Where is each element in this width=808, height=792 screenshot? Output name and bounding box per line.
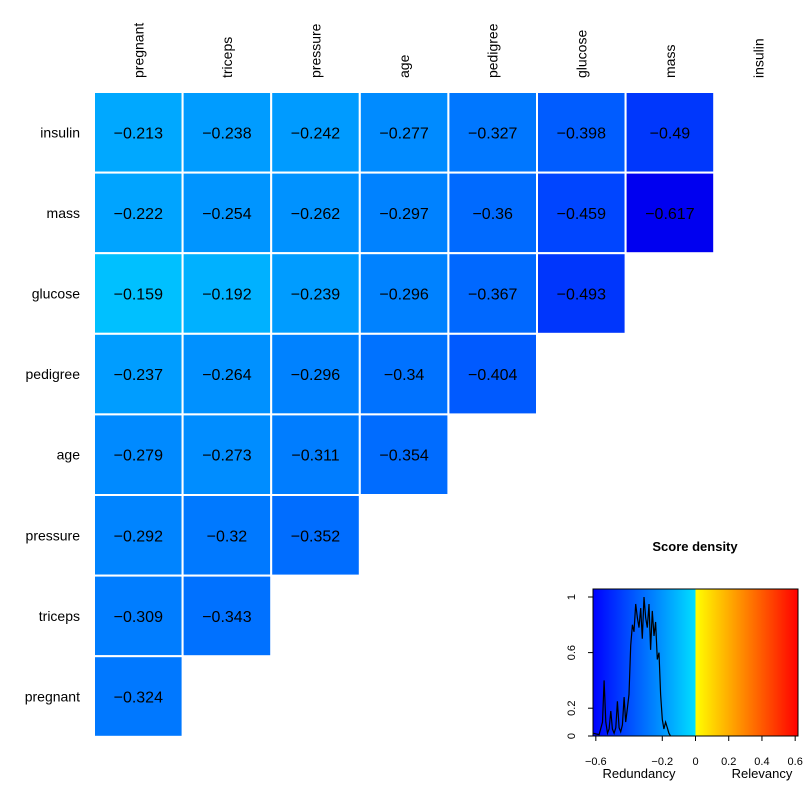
heatmap-cell-glucose-pedigree [447, 252, 538, 335]
row-label-age: age [57, 447, 81, 463]
heatmap-cell-triceps-triceps [181, 574, 273, 658]
legend-x-tick-label: −0.2 [651, 756, 673, 768]
cell-value-label: −0.242 [291, 125, 340, 142]
cell-value-label: −0.343 [202, 609, 251, 626]
heatmap-cell-mass-pregnant [93, 171, 184, 255]
heatmap-cell-insulin-pregnant [93, 91, 184, 174]
cell-value-label: −0.311 [291, 448, 339, 465]
cell-value-label: −0.49 [650, 125, 691, 142]
legend-x-tick-label: 0.2 [721, 756, 736, 768]
legend-x-label-relevancy: Relevancy [732, 766, 793, 781]
heatmap-cell-insulin-pedigree [447, 91, 538, 174]
heatmap-cell-age-triceps [181, 413, 273, 496]
legend-title: Score density [652, 539, 738, 554]
heatmap-cell-mass-glucose [536, 171, 627, 255]
cell-value-label: −0.237 [114, 367, 163, 384]
heatmap-cells: −0.213 −0.238 −0.242 −0.277 −0.327 −0.398 −0.4… [93, 91, 716, 738]
row-label-insulin: insulin [40, 124, 80, 140]
cell-value-label: −0.404 [468, 367, 517, 384]
row-label-glucose: glucose [32, 286, 80, 302]
heatmap-cell-pedigree-pedigree [447, 332, 538, 416]
heatmap-cell-pressure-pressure [270, 494, 361, 577]
row-label-triceps: triceps [39, 608, 80, 624]
column-label-glucose: glucose [573, 30, 589, 78]
column-label-triceps: triceps [219, 37, 235, 78]
cell-value-label: −0.264 [202, 367, 251, 384]
row-label-pedigree: pedigree [26, 366, 81, 382]
legend-x-label-redundancy: Redundancy [603, 766, 676, 781]
cell-value-label: −0.352 [291, 528, 340, 545]
heatmap-cell-pedigree-triceps [181, 332, 273, 416]
legend-x-tick-label: −0.6 [585, 756, 607, 768]
column-label-pressure: pressure [308, 23, 324, 78]
legend-x-ticks: −0.6 −0.2 0 0.2 0.4 0.6 [585, 735, 803, 768]
legend-y-ticks: 0 0.2 0.6 1 [566, 594, 594, 739]
cell-value-label: −0.213 [114, 125, 163, 142]
cell-value-label: −0.324 [114, 690, 163, 707]
heatmap-cell-glucose-glucose [536, 252, 627, 335]
heatmap-cell-insulin-pressure [270, 91, 361, 174]
cell-value-label: −0.617 [645, 206, 694, 223]
cell-value-label: −0.254 [202, 206, 251, 223]
legend-x-tick-label: 0.4 [754, 756, 769, 768]
legend-y-tick-label: 1 [566, 594, 578, 600]
column-label-mass: mass [662, 45, 678, 78]
legend-y-tick-label: 0 [566, 733, 578, 739]
column-label-pedigree: pedigree [485, 23, 501, 78]
row-label-mass: mass [47, 205, 80, 221]
cell-value-label: −0.192 [202, 287, 251, 304]
heatmap-cell-glucose-age [358, 252, 450, 335]
heatmap-cell-pregnant-pregnant [93, 655, 184, 738]
heatmap-cell-age-pregnant [93, 413, 184, 496]
heatmap-cell-insulin-mass [624, 91, 716, 174]
cell-value-label: −0.277 [379, 125, 428, 142]
cell-value-label: −0.262 [291, 206, 340, 223]
row-labels: insulin mass glucose pedigree age pressure tri… [25, 124, 80, 704]
cell-value-label: −0.354 [379, 448, 428, 465]
score-density-legend: Score density −0.6 −0.2 0 0.2 0.4 0.6 0 0.2 0.6… [566, 539, 803, 781]
legend-gradient [593, 589, 798, 736]
cell-value-label: −0.36 [472, 206, 513, 223]
cell-value-label: −0.296 [291, 367, 340, 384]
cell-value-label: −0.292 [114, 528, 163, 545]
column-labels: pregnant triceps pressure age pedigree glucos… [130, 23, 766, 78]
cell-value-label: −0.459 [557, 206, 606, 223]
cell-value-label: −0.273 [202, 448, 251, 465]
cell-value-label: −0.34 [384, 367, 425, 384]
cell-value-label: −0.239 [291, 287, 340, 304]
column-label-insulin: insulin [751, 38, 767, 78]
cell-value-label: −0.222 [114, 206, 163, 223]
row-label-pressure: pressure [26, 527, 81, 543]
cell-value-label: −0.398 [557, 125, 606, 142]
legend-y-tick-label: 0.6 [566, 645, 578, 660]
cell-value-label: −0.296 [379, 287, 428, 304]
density-curve [592, 596, 672, 737]
cell-value-label: −0.327 [468, 125, 517, 142]
heatmap-cell-glucose-pressure [270, 252, 361, 335]
cell-value-label: −0.238 [202, 125, 251, 142]
cell-value-label: −0.493 [557, 287, 606, 304]
heatmap-cell-age-pressure [270, 413, 361, 496]
cell-value-label: −0.159 [114, 287, 163, 304]
cell-value-label: −0.297 [379, 206, 428, 223]
row-label-pregnant: pregnant [25, 689, 80, 705]
legend-x-tick-label: 0 [692, 756, 698, 768]
column-label-pregnant: pregnant [130, 23, 146, 78]
column-label-age: age [396, 54, 412, 78]
legend-y-tick-label: 0.2 [566, 701, 578, 716]
legend-x-tick-label: 0.6 [788, 756, 803, 768]
cell-value-label: −0.367 [468, 287, 517, 304]
heatmap-cell-mass-mass [624, 171, 716, 255]
heatmap-cell-age-age [358, 413, 450, 496]
cell-value-label: −0.279 [114, 448, 163, 465]
heatmap-cell-pedigree-pressure [270, 332, 361, 416]
cell-value-label: −0.309 [114, 609, 163, 626]
cell-value-label: −0.32 [207, 528, 248, 545]
